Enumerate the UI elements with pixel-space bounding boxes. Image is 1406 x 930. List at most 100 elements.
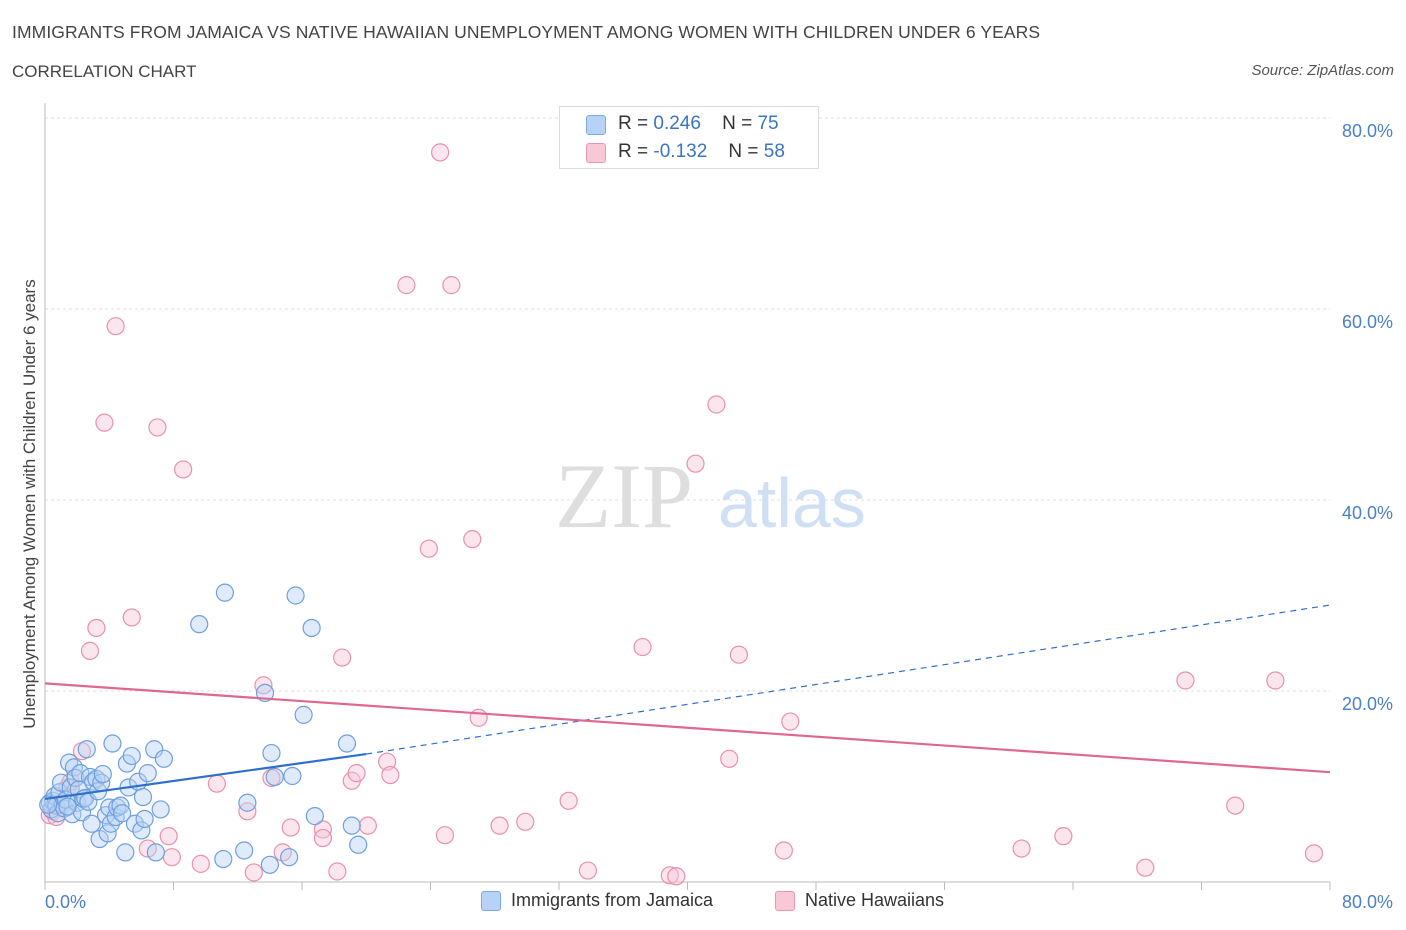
data-point xyxy=(463,530,482,549)
data-point xyxy=(265,767,284,787)
data-point xyxy=(1266,671,1285,690)
r-label: R = xyxy=(618,113,649,134)
grid-lines xyxy=(45,117,1330,692)
watermark: ZIP atlas xyxy=(555,445,866,547)
n-label: N = xyxy=(722,113,753,134)
data-point xyxy=(190,615,209,634)
x-tick-label: 0.0% xyxy=(45,892,86,912)
data-point xyxy=(151,800,170,819)
data-point xyxy=(397,276,416,295)
data-point xyxy=(313,828,332,848)
data-point xyxy=(1054,827,1073,846)
r-label: R = xyxy=(618,141,649,162)
legend-swatch-jamaica xyxy=(481,891,501,911)
data-point xyxy=(1176,671,1195,690)
data-point xyxy=(87,618,106,638)
data-point xyxy=(431,143,450,162)
data-point xyxy=(244,863,263,882)
data-point xyxy=(302,618,321,638)
n-value-jamaica: 75 xyxy=(757,113,779,134)
data-point xyxy=(207,774,226,793)
data-point xyxy=(122,608,141,627)
data-point xyxy=(381,765,400,785)
data-point xyxy=(174,460,193,479)
data-point xyxy=(1136,858,1155,877)
data-point xyxy=(349,835,368,854)
y-tick-label: 80.0% xyxy=(1342,121,1393,141)
data-point xyxy=(108,798,127,817)
legend-label-hawaiians: Native Hawaiians xyxy=(805,890,945,910)
data-point xyxy=(1012,839,1031,858)
data-point xyxy=(132,821,151,840)
data-point xyxy=(490,816,509,835)
data-point xyxy=(235,841,254,860)
series-immigrants-from-jamaica xyxy=(39,583,368,874)
trend-line-jamaica-extension xyxy=(366,604,1331,755)
data-point xyxy=(71,764,90,783)
data-point xyxy=(51,773,71,792)
data-point xyxy=(39,795,58,814)
data-point xyxy=(283,766,302,786)
data-point xyxy=(707,395,726,414)
data-point xyxy=(159,827,178,846)
data-point xyxy=(347,764,366,783)
data-point xyxy=(286,586,305,605)
data-point xyxy=(667,867,686,886)
trend-lines xyxy=(44,604,1331,801)
data-point xyxy=(720,749,739,768)
data-point xyxy=(342,816,361,835)
watermark-atlas: atlas xyxy=(718,464,866,542)
data-point xyxy=(112,804,132,823)
data-point xyxy=(729,645,749,664)
data-point xyxy=(280,848,299,867)
data-point xyxy=(58,797,77,816)
y-tick-label: 40.0% xyxy=(1342,503,1393,523)
data-point xyxy=(106,317,125,336)
data-point xyxy=(125,814,145,833)
n-label: N = xyxy=(728,141,759,162)
x-tick-label: 80.0% xyxy=(1342,892,1393,912)
correlation-legend: R = 0.246 N = 75 R = -0.132 N = 58 xyxy=(559,106,819,169)
data-point xyxy=(1226,796,1245,815)
data-point xyxy=(255,683,275,703)
data-point xyxy=(103,734,122,753)
data-point xyxy=(116,843,135,862)
data-point xyxy=(1304,844,1324,863)
legend-swatch-jamaica xyxy=(586,115,606,135)
data-point xyxy=(82,814,101,833)
data-point xyxy=(328,862,347,881)
data-point xyxy=(774,841,793,860)
trend-line-hawaiians xyxy=(44,682,1331,774)
data-point xyxy=(305,807,324,826)
data-point xyxy=(98,824,117,843)
data-point xyxy=(435,826,455,845)
data-point xyxy=(358,816,377,835)
data-point xyxy=(148,418,167,437)
data-point xyxy=(122,746,141,766)
data-point xyxy=(145,740,164,759)
data-point xyxy=(154,749,173,768)
chart-title: IMMIGRANTS FROM JAMAICA VS NATIVE HAWAII… xyxy=(12,22,1041,42)
data-point xyxy=(686,454,705,473)
data-point xyxy=(262,743,281,763)
data-point xyxy=(162,848,181,867)
data-point xyxy=(333,648,352,667)
tick-labels: 20.0% 40.0% 60.0% 80.0% 0.0% 80.0% xyxy=(45,121,1393,912)
data-point xyxy=(294,705,313,724)
data-point xyxy=(442,276,461,295)
axes xyxy=(44,103,1331,890)
data-point xyxy=(111,796,130,815)
data-point xyxy=(633,637,652,657)
data-point xyxy=(93,764,112,784)
legend-label-jamaica: Immigrants from Jamaica xyxy=(511,890,714,910)
data-point xyxy=(469,708,488,727)
r-value-hawaiians: -0.132 xyxy=(653,141,708,162)
data-point xyxy=(260,855,279,874)
data-point xyxy=(281,818,300,837)
data-point xyxy=(138,764,157,783)
data-point xyxy=(214,849,233,869)
legend-swatch-hawaiians xyxy=(775,891,795,911)
r-value-jamaica: 0.246 xyxy=(653,113,701,134)
data-point xyxy=(191,854,210,873)
